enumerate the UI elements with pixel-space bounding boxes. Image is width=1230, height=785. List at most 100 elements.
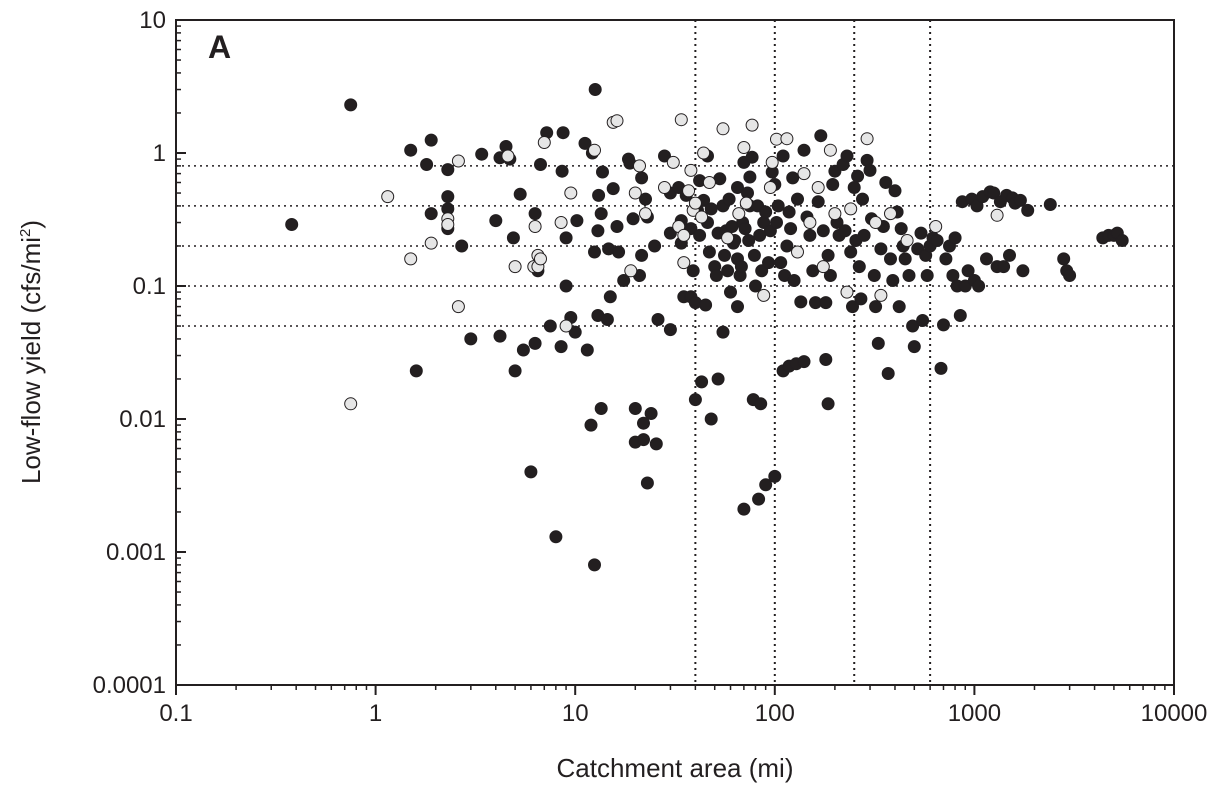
filled-data-point — [594, 207, 608, 221]
open-data-point — [501, 149, 515, 163]
filled-data-point — [702, 245, 716, 259]
x-tick-label: 10 — [562, 700, 589, 727]
open-data-point — [381, 190, 395, 204]
open-data-point — [684, 163, 698, 177]
filled-data-point — [588, 558, 601, 572]
filled-data-point — [516, 343, 530, 357]
filled-data-point — [852, 260, 866, 274]
filled-data-point — [543, 319, 557, 333]
filled-data-point — [742, 234, 756, 247]
open-data-point — [688, 196, 702, 210]
filled-data-point — [475, 147, 489, 161]
open-data-point — [797, 167, 811, 181]
open-data-point — [344, 397, 358, 411]
filled-data-point — [863, 163, 877, 177]
filled-data-point — [791, 192, 804, 206]
filled-data-point — [816, 224, 830, 238]
filled-data-point — [489, 214, 503, 228]
y-tick-label: 0.01 — [119, 406, 166, 433]
open-data-point — [716, 122, 730, 136]
y-axis-title: Low-flow yield (cfs/mi2) — [16, 220, 46, 484]
filled-data-point — [734, 260, 748, 274]
filled-data-point — [568, 325, 582, 339]
filled-data-point — [898, 252, 912, 266]
filled-data-point — [617, 274, 631, 287]
filled-data-point — [464, 332, 478, 346]
filled-data-point — [780, 239, 794, 253]
filled-data-point — [648, 239, 662, 253]
filled-data-point — [556, 126, 570, 140]
open-data-point — [721, 231, 735, 245]
open-data-point — [588, 143, 601, 157]
x-tick-label: 1000 — [948, 700, 1001, 727]
x-tick-label: 1 — [369, 700, 382, 727]
filled-data-point — [768, 469, 782, 483]
filled-data-point — [441, 190, 455, 204]
open-data-point — [803, 216, 817, 229]
open-data-point — [874, 288, 888, 302]
filled-data-point — [747, 248, 761, 262]
open-data-point — [702, 176, 716, 189]
filled-data-point — [508, 364, 522, 378]
filled-data-point — [745, 150, 759, 164]
filled-data-point — [997, 260, 1011, 274]
filled-data-point — [591, 224, 605, 238]
tick-labels: 0.1 1 10 100 1000 10000 0.0001 0.001 0.01 0.1 1 10 — [93, 7, 1208, 727]
open-data-point — [929, 220, 943, 233]
filled-data-point — [610, 220, 624, 233]
open-data-point — [737, 141, 751, 154]
filled-data-point — [871, 336, 885, 350]
panel-label: A — [208, 29, 231, 65]
filled-data-point — [948, 231, 962, 245]
filled-data-point — [737, 502, 751, 516]
filled-data-point — [555, 164, 569, 178]
open-data-point — [757, 288, 771, 302]
open-data-point — [508, 260, 522, 274]
open-data-point — [765, 155, 779, 169]
filled-data-point — [578, 136, 592, 150]
open-data-point — [791, 245, 804, 259]
filled-data-point — [914, 226, 928, 240]
filled-data-point — [902, 269, 916, 282]
open-data-point — [554, 216, 568, 229]
filled-data-point — [937, 318, 950, 332]
open-data-point — [451, 154, 465, 168]
filled-data-point — [695, 375, 709, 389]
y-axis-title-main: Low-flow yield (cfs/mi — [16, 237, 46, 484]
filled-data-point — [759, 478, 773, 492]
filled-data-point — [612, 245, 626, 259]
filled-data-point — [930, 234, 944, 247]
open-data-point — [537, 136, 551, 149]
filled-data-point — [731, 300, 744, 314]
open-data-point — [451, 300, 465, 314]
filled-data-point — [285, 218, 299, 231]
filled-data-point — [821, 397, 835, 411]
filled-data-point — [639, 192, 652, 206]
filled-data-point — [594, 402, 608, 415]
open-data-point — [677, 228, 691, 242]
open-data-point — [990, 208, 1004, 222]
open-data-point — [763, 181, 777, 194]
open-data-point — [828, 207, 842, 221]
open-data-point — [869, 216, 883, 229]
filled-data-point — [420, 158, 434, 171]
filled-data-point — [455, 239, 469, 253]
x-axis-title: Catchment area (mi) — [557, 753, 794, 783]
filled-data-point — [580, 343, 594, 357]
open-data-point — [559, 319, 573, 333]
filled-data-point — [906, 319, 920, 333]
open-data-point — [658, 181, 671, 194]
filled-data-point — [821, 248, 835, 262]
filled-data-point — [823, 269, 837, 282]
filled-data-point — [637, 433, 650, 447]
filled-data-point — [606, 182, 620, 196]
filled-data-point — [916, 314, 930, 327]
open-data-point — [780, 132, 794, 146]
filled-data-point — [628, 402, 642, 415]
filled-data-point — [980, 252, 993, 266]
filled-data-point — [704, 202, 718, 216]
filled-data-point — [404, 143, 418, 157]
filled-data-point — [811, 195, 825, 209]
filled-data-point — [753, 228, 767, 242]
filled-data-point — [754, 397, 768, 411]
